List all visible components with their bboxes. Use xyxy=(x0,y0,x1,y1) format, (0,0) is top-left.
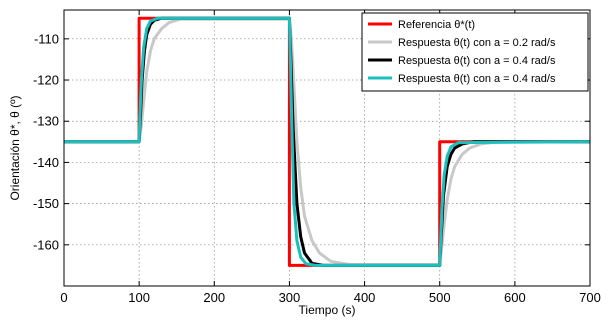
x-tick-label: 600 xyxy=(504,290,526,305)
y-tick-label: -160 xyxy=(33,237,59,252)
y-tick-label: -150 xyxy=(33,196,59,211)
tick-labels: 0 100 200 300 400 500 600 700 -110 -120 -130 -140 -1… xyxy=(33,31,601,305)
series-line-1 xyxy=(64,17,590,267)
legend-label-3: Respuesta θ(t) con a = 0.4 rad/s xyxy=(398,73,556,85)
legend: Referencia θ*(t) Respuesta θ(t) con a = 0… xyxy=(361,12,589,92)
legend-label-0: Referencia θ*(t) xyxy=(398,19,475,31)
series-layer xyxy=(64,16,591,267)
y-tick-label: -140 xyxy=(33,155,59,170)
legend-label-1: Respuesta θ(t) con a = 0.2 rad/s xyxy=(398,37,556,49)
series-line-3 xyxy=(64,16,591,267)
y-axis-label: Orientación θ*, θ (º) xyxy=(8,95,22,200)
y-tick-label: -130 xyxy=(33,114,59,129)
ticks xyxy=(63,10,591,286)
x-tick-label: 300 xyxy=(279,290,301,305)
x-axis-label: Tiempo (s) xyxy=(299,303,356,317)
legend-label-2: Respuesta θ(t) con a = 0.4 rad/s xyxy=(398,55,556,67)
x-tick-label: 0 xyxy=(60,290,67,305)
y-tick-label: -110 xyxy=(34,31,59,46)
legend-box xyxy=(361,12,589,92)
plot-frame xyxy=(63,9,591,287)
y-tick-label: -120 xyxy=(33,73,59,88)
x-tick-label: 100 xyxy=(128,290,150,305)
x-tick-label: 500 xyxy=(429,290,451,305)
x-tick-label: 400 xyxy=(354,290,376,305)
x-tick-label: 200 xyxy=(203,290,225,305)
x-tick-label: 700 xyxy=(579,290,601,305)
